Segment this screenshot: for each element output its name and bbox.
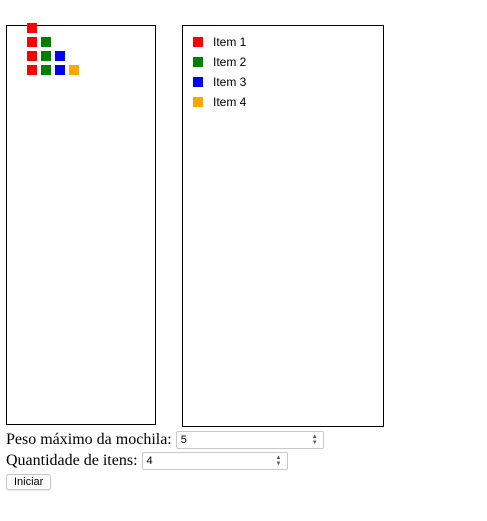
peso-stepper-icon[interactable]: ▲ ▼	[311, 434, 318, 446]
legend-swatch-item-3	[193, 77, 203, 87]
peso-row: Peso máximo da mochila: 5 ▲ ▼	[6, 431, 324, 449]
quantidade-input-value: 4	[146, 455, 153, 467]
item-1-square	[27, 23, 37, 33]
item-1-square	[27, 65, 37, 75]
item-2-square	[41, 51, 51, 61]
peso-input[interactable]: 5 ▲ ▼	[175, 431, 324, 449]
quantidade-row: Quantidade de itens: 4 ▲ ▼	[6, 452, 288, 470]
item-3-square	[55, 65, 65, 75]
legend-swatch-item-4	[193, 97, 203, 107]
legend-label-item-1: Item 1	[213, 35, 247, 49]
legend-item-4: Item 4	[193, 95, 246, 109]
legend-panel: Item 1 Item 2 Item 3 Item 4	[182, 25, 384, 427]
legend-swatch-item-2	[193, 57, 203, 67]
legend-swatch-item-1	[193, 37, 203, 47]
legend-label-item-3: Item 3	[213, 75, 247, 89]
item-2-square	[41, 65, 51, 75]
peso-input-value: 5	[180, 434, 187, 446]
start-button[interactable]: Iniciar	[6, 474, 52, 490]
legend-label-item-2: Item 2	[213, 55, 247, 69]
item-1-square	[27, 37, 37, 47]
item-4-square	[69, 65, 79, 75]
item-1-square	[27, 51, 37, 61]
quantidade-stepper-icon[interactable]: ▲ ▼	[275, 455, 282, 467]
item-3-square	[55, 51, 65, 61]
quantidade-input[interactable]: 4 ▲ ▼	[141, 452, 288, 470]
legend-label-item-4: Item 4	[213, 95, 247, 109]
legend-item-2: Item 2	[193, 55, 246, 69]
quantidade-label: Quantidade de itens:	[6, 452, 138, 469]
item-2-square	[41, 37, 51, 47]
legend-item-1: Item 1	[193, 35, 246, 49]
legend-item-3: Item 3	[193, 75, 246, 89]
peso-label: Peso máximo da mochila:	[6, 431, 172, 448]
knapsack-canvas	[6, 23, 156, 425]
